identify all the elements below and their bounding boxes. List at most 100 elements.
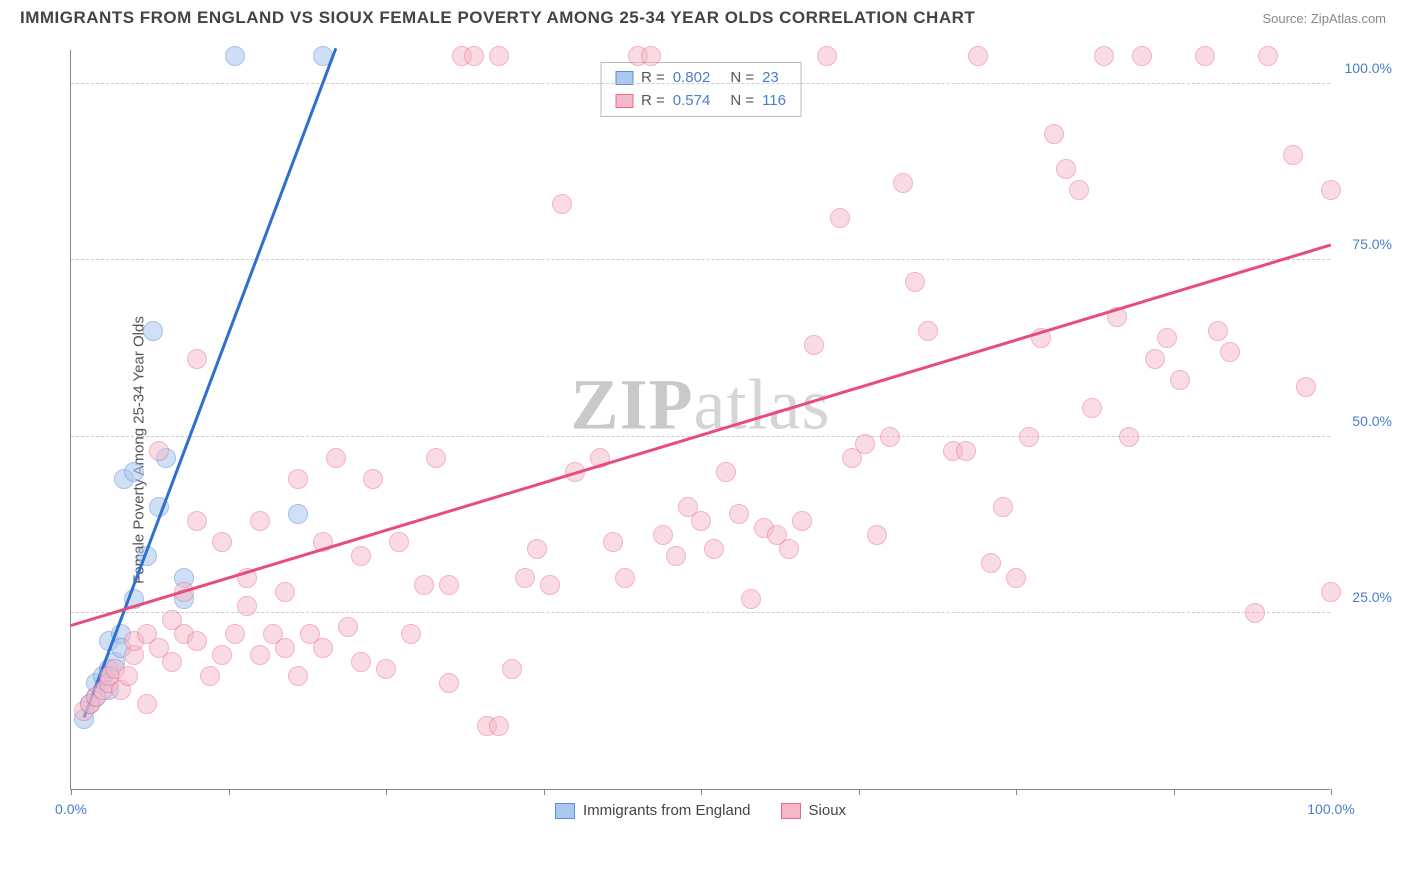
data-point [313, 638, 333, 658]
data-point [552, 194, 572, 214]
legend-label: Sioux [809, 802, 847, 819]
stat-n-value: 23 [762, 67, 779, 90]
data-point [792, 511, 812, 531]
data-point [729, 504, 749, 524]
y-tick-label: 75.0% [1337, 236, 1392, 252]
data-point [1321, 582, 1341, 602]
legend-row: R =0.574N =116 [615, 90, 786, 113]
data-point [905, 272, 925, 292]
data-point [137, 694, 157, 714]
data-point [149, 441, 169, 461]
data-point [162, 652, 182, 672]
y-tick-label: 50.0% [1337, 413, 1392, 429]
data-point [250, 511, 270, 531]
x-tick [1016, 789, 1017, 795]
legend-swatch [615, 94, 633, 108]
data-point [893, 173, 913, 193]
data-point [1094, 46, 1114, 66]
stat-r-value: 0.802 [673, 67, 711, 90]
data-point [716, 462, 736, 482]
stats-legend: R =0.802N =23R =0.574N =116 [600, 62, 801, 117]
data-point [326, 448, 346, 468]
data-point [187, 511, 207, 531]
legend-swatch [555, 803, 575, 819]
data-point [187, 631, 207, 651]
data-point [981, 553, 1001, 573]
chart-title: IMMIGRANTS FROM ENGLAND VS SIOUX FEMALE … [20, 8, 975, 28]
data-point [1157, 328, 1177, 348]
y-tick-label: 100.0% [1337, 60, 1392, 76]
legend-swatch [781, 803, 801, 819]
data-point [1208, 321, 1228, 341]
plot-area: ZIPatlas R =0.802N =23R =0.574N =116 Imm… [70, 50, 1330, 790]
data-point [489, 716, 509, 736]
x-tick [229, 789, 230, 795]
data-point [212, 645, 232, 665]
data-point [956, 441, 976, 461]
x-tick [1331, 789, 1332, 795]
data-point [993, 497, 1013, 517]
data-point [817, 46, 837, 66]
trend-line [82, 47, 337, 718]
stat-label: R = [641, 90, 665, 113]
data-point [439, 673, 459, 693]
data-point [489, 46, 509, 66]
data-point [288, 666, 308, 686]
data-point [830, 208, 850, 228]
data-point [666, 546, 686, 566]
x-tick-label: 100.0% [1307, 801, 1354, 817]
bottom-legend-item: Sioux [781, 802, 847, 819]
x-tick [1174, 789, 1175, 795]
data-point [225, 46, 245, 66]
stat-label: N = [730, 67, 754, 90]
data-point [225, 624, 245, 644]
x-tick [386, 789, 387, 795]
chart-container: Female Poverty Among 25-34 Year Olds ZIP… [15, 40, 1391, 860]
data-point [118, 666, 138, 686]
watermark-bold: ZIP [571, 364, 694, 444]
data-point [275, 582, 295, 602]
data-point [779, 539, 799, 559]
data-point [351, 546, 371, 566]
data-point [1019, 427, 1039, 447]
stat-n-value: 116 [762, 90, 786, 113]
data-point [275, 638, 295, 658]
data-point [1296, 377, 1316, 397]
gridline [71, 612, 1330, 613]
data-point [376, 659, 396, 679]
data-point [1195, 46, 1215, 66]
data-point [641, 46, 661, 66]
data-point [1006, 568, 1026, 588]
stat-r-value: 0.574 [673, 90, 711, 113]
data-point [1082, 398, 1102, 418]
legend-label: Immigrants from England [583, 802, 751, 819]
x-tick [701, 789, 702, 795]
data-point [527, 539, 547, 559]
data-point [540, 575, 560, 595]
data-point [143, 321, 163, 341]
data-point [426, 448, 446, 468]
gridline [71, 83, 1330, 84]
data-point [1321, 180, 1341, 200]
data-point [288, 504, 308, 524]
data-point [1220, 342, 1240, 362]
data-point [464, 46, 484, 66]
data-point [200, 666, 220, 686]
x-tick-label: 0.0% [55, 801, 87, 817]
y-tick-label: 25.0% [1337, 589, 1392, 605]
x-tick [544, 789, 545, 795]
data-point [212, 532, 232, 552]
data-point [1170, 370, 1190, 390]
x-tick [71, 789, 72, 795]
data-point [187, 349, 207, 369]
data-point [250, 645, 270, 665]
data-point [741, 589, 761, 609]
data-point [1119, 427, 1139, 447]
gridline [71, 259, 1330, 260]
data-point [1258, 46, 1278, 66]
data-point [363, 469, 383, 489]
data-point [389, 532, 409, 552]
data-point [1245, 603, 1265, 623]
data-point [1044, 124, 1064, 144]
stat-label: R = [641, 67, 665, 90]
